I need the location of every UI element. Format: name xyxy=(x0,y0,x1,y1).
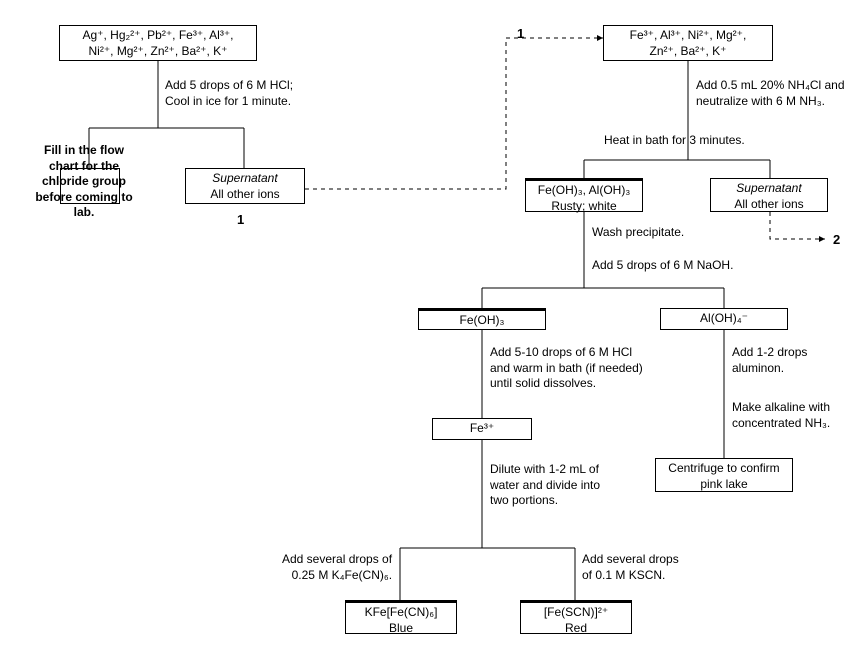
label-instruction: Fill in the flow chart for the chloride … xyxy=(28,143,140,221)
line1: Supernatant xyxy=(212,171,277,185)
box-initial-ions: Ag⁺, Hg₂²⁺, Pb²⁺, Fe³⁺, Al³⁺, Ni²⁺, Mg²⁺… xyxy=(59,25,257,61)
text: Al(OH)₄⁻ xyxy=(700,311,748,325)
text: Fe³⁺ xyxy=(470,421,494,435)
line1: Supernatant xyxy=(736,181,801,195)
text: Fe(OH)₃ xyxy=(460,313,505,327)
box-supernatant-2: Supernatant All other ions xyxy=(710,178,828,212)
text: Ag⁺, Hg₂²⁺, Pb²⁺, Fe³⁺, Al³⁺, Ni²⁺, Mg²⁺… xyxy=(82,28,233,58)
line2: All other ions xyxy=(210,187,279,201)
box-aloh4: Al(OH)₄⁻ xyxy=(660,308,788,330)
num-2: 2 xyxy=(833,232,840,247)
num-1-source: 1 xyxy=(237,212,244,227)
line2: All other ions xyxy=(734,197,803,211)
box-feoh3: Fe(OH)₃ xyxy=(418,308,546,330)
label-k4fe: Add several drops of 0.25 M K₄Fe(CN)₆. xyxy=(282,552,392,583)
box-fescn: [Fe(SCN)]²⁺ Red xyxy=(520,600,632,634)
label-naoh: Add 5 drops of 6 M NaOH. xyxy=(592,258,733,274)
text: Fe(OH)₃, Al(OH)₃ Rusty; white xyxy=(538,183,630,213)
label-step-hcl: Add 5 drops of 6 M HCl; Cool in ice for … xyxy=(165,78,293,109)
text: KFe[Fe(CN)₆] Blue xyxy=(365,605,438,635)
text: [Fe(SCN)]²⁺ Red xyxy=(544,605,608,635)
box-supernatant-1: Supernatant All other ions xyxy=(185,168,305,204)
box-feal-precip: Fe(OH)₃, Al(OH)₃ Rusty; white xyxy=(525,178,643,212)
label-dilute: Dilute with 1-2 mL of water and divide i… xyxy=(490,462,600,509)
box-kfe: KFe[Fe(CN)₆] Blue xyxy=(345,600,457,634)
text: Centrifuge to confirm pink lake xyxy=(668,461,779,491)
text: Fe³⁺, Al³⁺, Ni²⁺, Mg²⁺, Zn²⁺, Ba²⁺, K⁺ xyxy=(630,28,747,58)
label-aluminon: Add 1-2 drops aluminon. xyxy=(732,345,807,376)
num-1-dest: 1 xyxy=(517,26,524,41)
label-alkaline: Make alkaline with concentrated NH₃. xyxy=(732,400,830,431)
box-remaining-ions: Fe³⁺, Al³⁺, Ni²⁺, Mg²⁺, Zn²⁺, Ba²⁺, K⁺ xyxy=(603,25,773,61)
box-pinklake: Centrifuge to confirm pink lake xyxy=(655,458,793,492)
label-step-nh4cl: Add 0.5 mL 20% NH₄Cl and neutralize with… xyxy=(696,78,845,109)
label-kscn: Add several drops of 0.1 M KSCN. xyxy=(582,552,679,583)
box-fe3: Fe³⁺ xyxy=(432,418,532,440)
label-heat-bath: Heat in bath for 3 minutes. xyxy=(604,133,745,149)
label-fe-hcl: Add 5-10 drops of 6 M HCl and warm in ba… xyxy=(490,345,643,392)
label-wash: Wash precipitate. xyxy=(592,225,684,241)
